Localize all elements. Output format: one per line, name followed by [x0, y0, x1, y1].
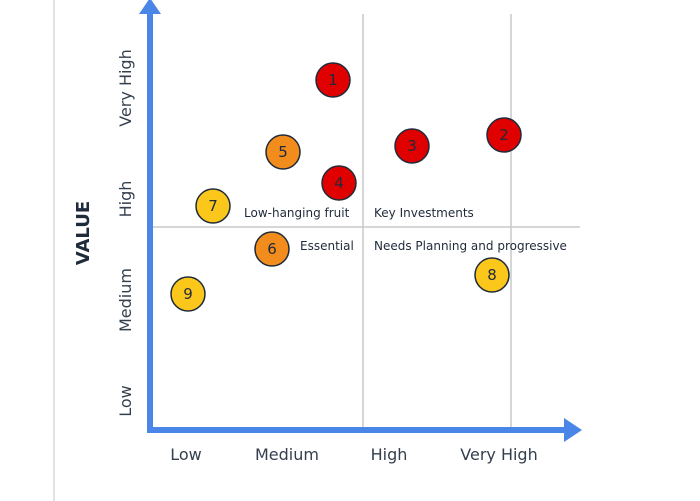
data-point-label: 9: [183, 285, 193, 303]
data-point-3: 3: [394, 128, 430, 164]
data-point-label: 1: [328, 71, 338, 89]
data-point-marker: [195, 188, 231, 224]
data-point-marker: [394, 128, 430, 164]
data-point-7: 7: [195, 188, 231, 224]
data-point-marker: [315, 62, 351, 98]
quadrant-label-key-investments: Key Investments: [374, 206, 474, 220]
data-point-5: 5: [265, 134, 301, 170]
data-point-marker: [321, 165, 357, 201]
y-tick-label: High: [116, 181, 135, 218]
data-point-6: 6: [254, 231, 290, 267]
data-points: 1 2 3 4 5 6 7 8 9: [170, 62, 522, 312]
data-point-9: 9: [170, 276, 206, 312]
y-tick-labels: Low Medium High Very High: [116, 49, 135, 416]
data-point-2: 2: [486, 117, 522, 153]
data-point-8: 8: [474, 257, 510, 293]
data-point-label: 6: [267, 240, 277, 258]
data-point-label: 8: [487, 266, 497, 284]
quadrant-label-essential: Essential: [300, 239, 354, 253]
quadrant-label-low-hanging-fruit: Low-hanging fruit: [244, 206, 350, 220]
x-tick-label: High: [371, 445, 408, 464]
data-point-label: 5: [278, 143, 288, 161]
x-axis-arrowhead: [564, 418, 582, 442]
y-tick-label: Very High: [116, 49, 135, 126]
x-tick-label: Medium: [255, 445, 319, 464]
y-axis-arrowhead: [139, 0, 161, 14]
data-point-marker: [170, 276, 206, 312]
axes: [139, 0, 582, 442]
y-tick-label: Low: [116, 385, 135, 417]
quadrant-label-needs-planning: Needs Planning and progressive: [374, 239, 567, 253]
data-point-marker: [474, 257, 510, 293]
data-point-label: 7: [208, 197, 218, 215]
data-point-4: 4: [321, 165, 357, 201]
data-point-label: 2: [499, 126, 509, 144]
x-tick-labels: Low Medium High Very High: [170, 445, 537, 464]
data-point-marker: [265, 134, 301, 170]
y-tick-label: Medium: [116, 268, 135, 332]
x-tick-label: Very High: [460, 445, 537, 464]
data-point-label: 3: [407, 137, 417, 155]
x-tick-label: Low: [170, 445, 202, 464]
data-point-marker: [486, 117, 522, 153]
data-point-label: 4: [334, 174, 344, 192]
data-point-1: 1: [315, 62, 351, 98]
grid-lines: [150, 14, 580, 430]
y-axis-title: VALUE: [73, 201, 94, 265]
data-point-marker: [254, 231, 290, 267]
